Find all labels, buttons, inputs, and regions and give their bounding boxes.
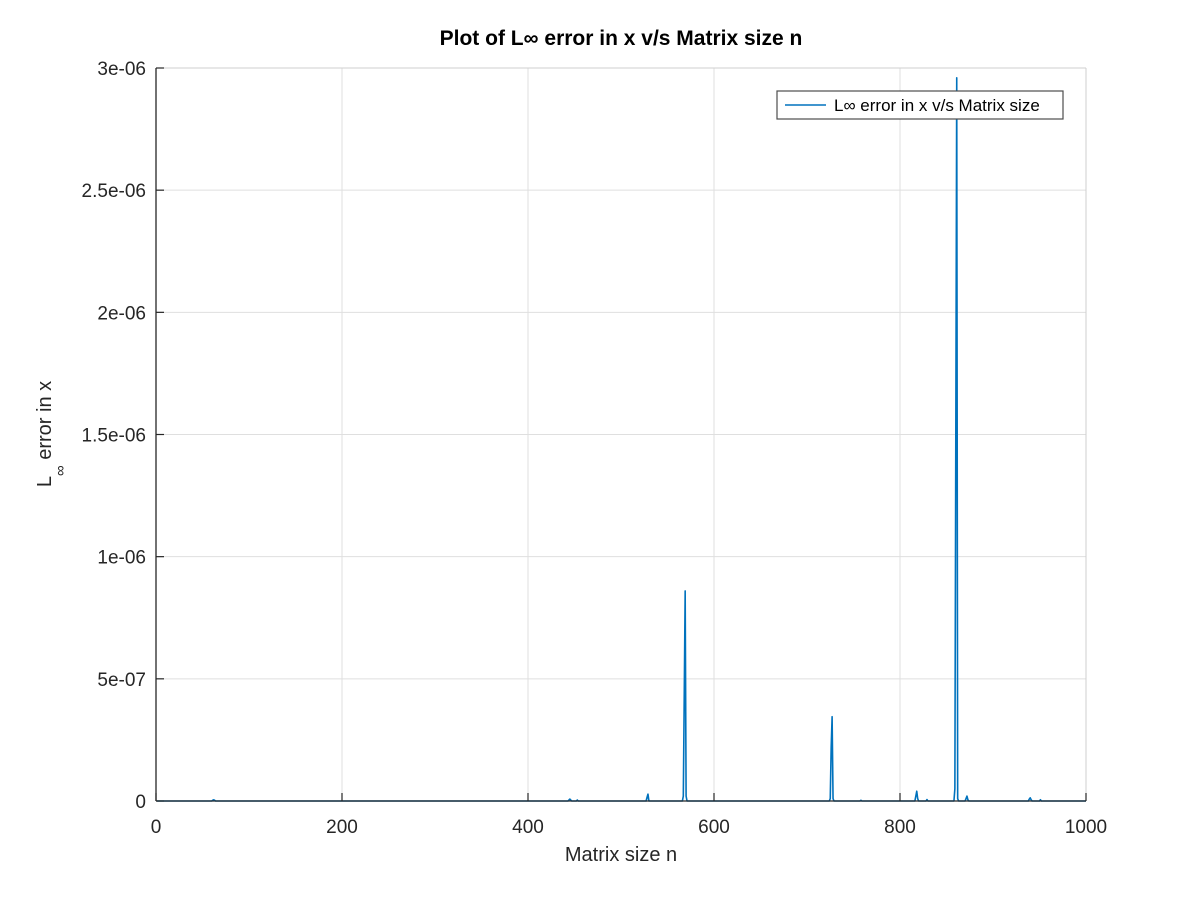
y-axis-title-main: L: [34, 476, 56, 487]
y-tick-label: 0: [135, 792, 146, 813]
y-axis-title-subscript: ∞: [52, 465, 69, 476]
y-tick-label: 1.5e-06: [82, 426, 146, 447]
y-axis-title: L∞ error in x: [34, 381, 69, 487]
chart-title: Plot of L∞ error in x v/s Matrix size n: [440, 27, 803, 50]
x-axis-title: Matrix size n: [565, 844, 677, 866]
y-tick-labels: 0 5e-07 1e-06 1.5e-06 2e-06 2.5e-06 3e-06: [82, 59, 146, 813]
legend: L∞ error in x v/s Matrix size: [776, 90, 1064, 120]
y-tick-label: 2e-06: [97, 303, 146, 324]
x-tick-label: 0: [151, 817, 162, 838]
y-axis-title-rest: error in x: [34, 381, 56, 465]
x-tick-labels: 0 200 400 600 800 1000: [151, 817, 1107, 838]
x-tick-label: 400: [512, 817, 544, 838]
y-tick-label: 2.5e-06: [82, 181, 146, 202]
x-tick-label: 200: [326, 817, 358, 838]
legend-label: L∞ error in x v/s Matrix size: [834, 96, 1040, 115]
x-tick-label: 600: [698, 817, 730, 838]
x-tick-label: 1000: [1065, 817, 1107, 838]
y-tick-label: 1e-06: [97, 548, 146, 569]
tick-marks: [155, 67, 1087, 802]
y-tick-label: 5e-07: [97, 670, 146, 691]
x-tick-label: 800: [884, 817, 916, 838]
y-tick-label: 3e-06: [97, 59, 146, 80]
